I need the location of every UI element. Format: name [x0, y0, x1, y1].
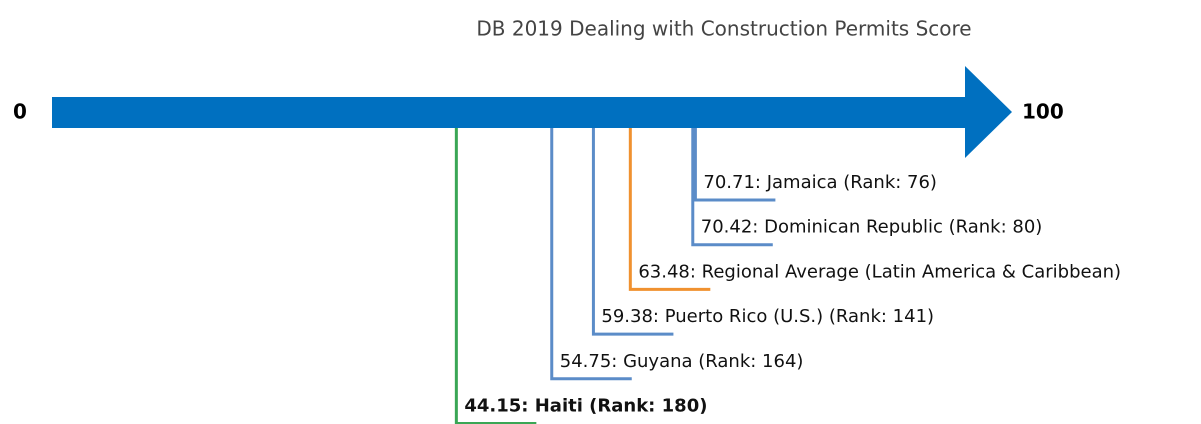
marker-label: 70.42: Dominican Republic (Rank: 80): [701, 217, 1043, 238]
marker-line: [628, 128, 711, 291]
axis-end-label: 100: [1022, 100, 1064, 124]
marker-line: [454, 128, 537, 424]
marker-line: [550, 128, 632, 381]
marker-line: [591, 128, 674, 336]
marker-label: 54.75: Guyana (Rank: 164): [560, 351, 804, 372]
marker-line: [691, 128, 773, 247]
marker-label: 59.38: Puerto Rico (U.S.) (Rank: 141): [601, 306, 934, 327]
marker-label: 70.71: Jamaica (Rank: 76): [703, 172, 937, 193]
chart-title: DB 2019 Dealing with Construction Permit…: [476, 17, 971, 41]
marker-line: [693, 128, 776, 202]
axis-end-label: 0: [13, 100, 27, 124]
marker-label: 63.48: Regional Average (Latin America &…: [638, 261, 1121, 282]
axis-arrow: [52, 66, 1012, 158]
marker-label: 44.15: Haiti (Rank: 180): [464, 396, 707, 417]
